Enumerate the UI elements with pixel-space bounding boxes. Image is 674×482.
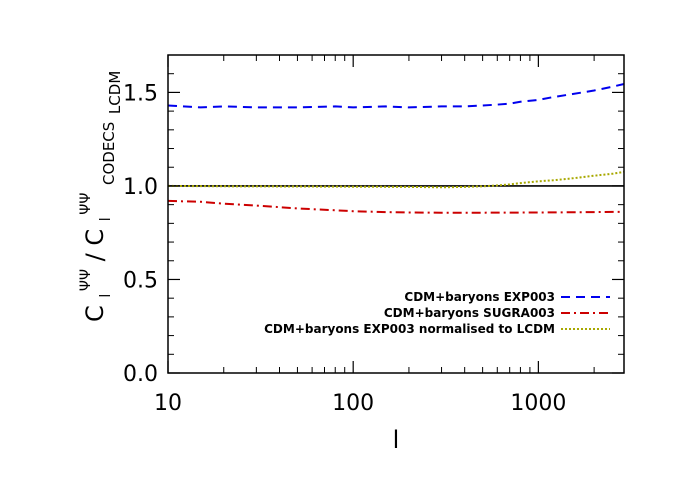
x-axis-label: l	[393, 426, 400, 454]
y-tick-label: 0.0	[123, 362, 158, 387]
y-axis-label: C l ΨΨ / C l ΨΨ CODECS LCDM	[68, 71, 124, 322]
svg-text:C l ΨΨ /: C l ΨΨ / C l ΨΨ CODECS LCDM	[68, 71, 124, 322]
x-tick-label: 1000	[510, 391, 566, 416]
y-label-sup1: ΨΨ	[78, 269, 94, 291]
y-label-sub2: l	[98, 217, 114, 221]
y-label-subscript: CODECS	[100, 122, 118, 185]
legend-label: CDM+baryons EXP003	[404, 290, 555, 304]
series-line-2	[167, 199, 625, 214]
series-line-1	[167, 83, 625, 109]
legend-label: CDM+baryons SUGRA003	[384, 306, 555, 320]
y-label-sub1: l	[98, 294, 114, 298]
x-tick-label: 100	[332, 391, 374, 416]
ticks-layer: 10 100 1000 0.0 0.5 1.0 1.5	[123, 55, 624, 416]
y-label-slash: /	[81, 252, 109, 261]
y-label-sup2: ΨΨ	[78, 193, 94, 215]
x-tick-label: 10	[154, 391, 182, 416]
y-tick-label: 0.5	[123, 268, 158, 293]
y-label-subsub: LCDM	[106, 71, 124, 114]
plot-frame	[167, 54, 625, 374]
y-label-c2: C	[81, 229, 109, 246]
y-label-c1: C	[81, 305, 109, 322]
plot-layer	[167, 83, 625, 214]
legend: CDM+baryons EXP003 CDM+baryons SUGRA003 CD…	[264, 290, 610, 336]
y-tick-label: 1.5	[123, 81, 158, 106]
y-tick-label: 1.0	[123, 175, 158, 200]
legend-label: CDM+baryons EXP003 normalised to LCDM	[264, 322, 555, 336]
series-line-3	[167, 170, 625, 189]
